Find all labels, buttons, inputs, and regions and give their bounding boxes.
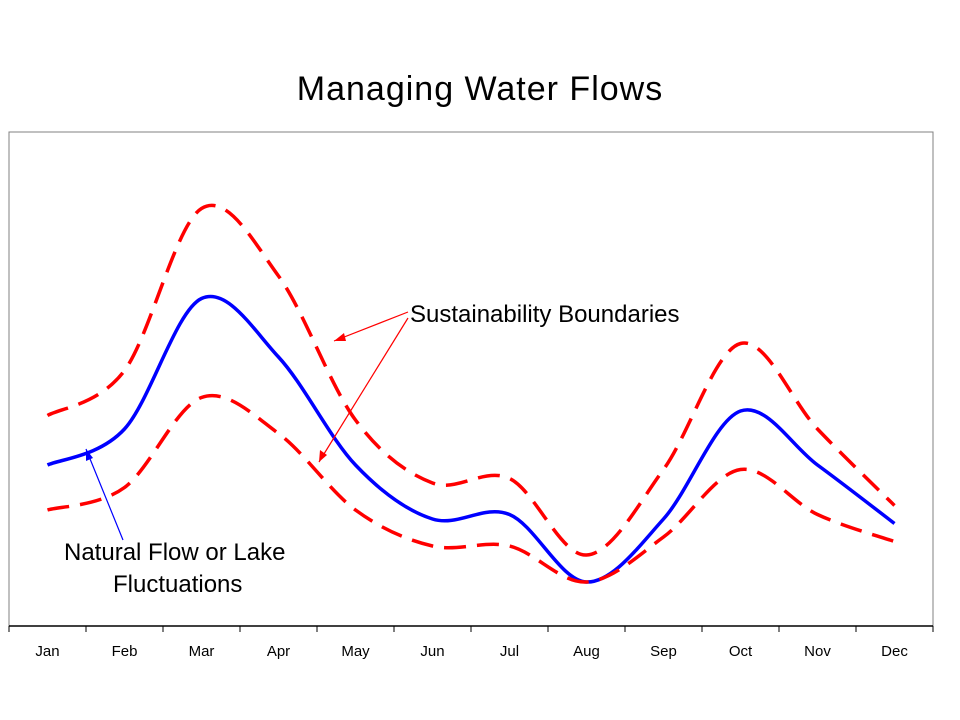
series-line-upper — [46, 203, 896, 557]
x-tick-label-oct: Oct — [729, 643, 753, 660]
x-tick-label-aug: Aug — [573, 643, 600, 660]
x-axis-tick-labels: Jan Feb Mar Apr May Jun Jul Aug Sep Oct Nov Dec — [35, 643, 908, 660]
arrowhead-lower-boundary — [319, 450, 327, 462]
x-tick-label-sep: Sep — [650, 643, 677, 660]
x-tick-label-jan: Jan — [35, 643, 59, 660]
arrowhead-upper-boundary — [334, 333, 346, 341]
x-axis-ticks — [8, 626, 934, 632]
annotation-sustainability-boundaries: Sustainability Boundaries — [410, 301, 680, 328]
series-line-natural — [46, 294, 896, 584]
x-tick-label-dec: Dec — [881, 643, 908, 660]
x-tick-label-mar: Mar — [189, 643, 215, 660]
annotation-natural-flow-line1: Natural Flow or Lake — [64, 539, 285, 566]
arrow-lower-boundary — [318, 317, 409, 463]
arrow-natural-flow — [85, 448, 124, 541]
arrow-upper-boundary — [333, 311, 409, 342]
x-tick-label-nov: Nov — [804, 643, 831, 660]
x-tick-label-feb: Feb — [112, 643, 138, 660]
x-tick-label-may: May — [341, 643, 370, 660]
series-line-lower — [47, 394, 896, 584]
x-tick-label-jun: Jun — [420, 643, 444, 660]
annotation-natural-flow-line2: Fluctuations — [113, 571, 242, 598]
chart-title: Managing Water Flows — [296, 70, 664, 108]
arrowhead-natural-flow — [86, 449, 93, 461]
series-group — [46, 203, 896, 584]
x-tick-label-apr: Apr — [267, 643, 290, 660]
x-tick-label-jul: Jul — [500, 643, 519, 660]
